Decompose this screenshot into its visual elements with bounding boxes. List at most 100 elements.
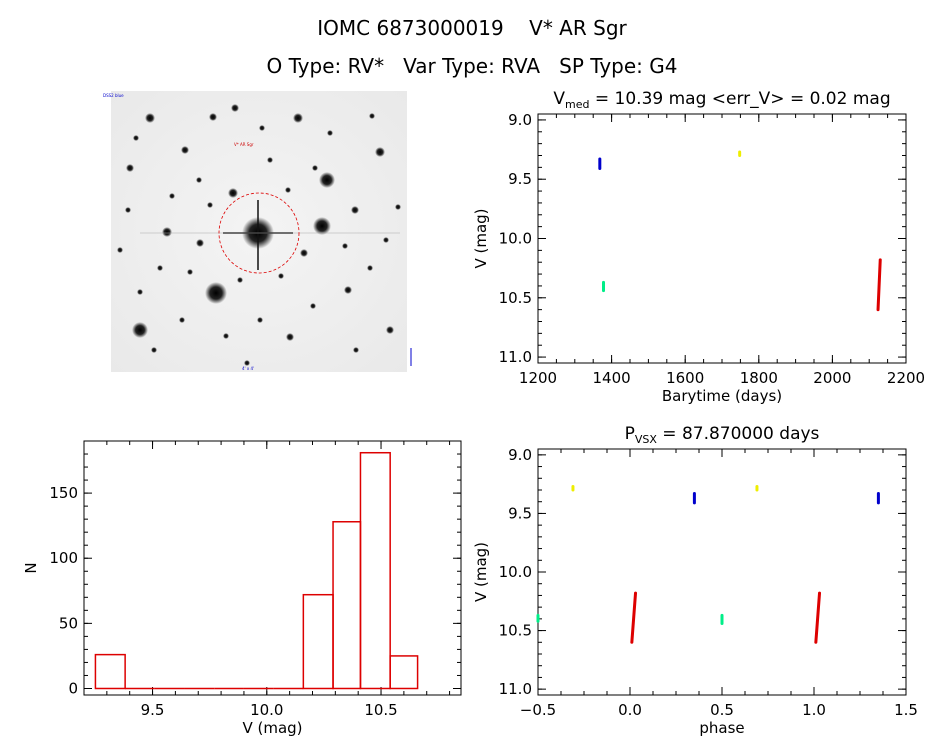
- x-tick-label: 1.5: [894, 701, 918, 719]
- histogram-bar: [94, 653, 126, 690]
- chart-title: Vmed = 10.39 mag <err_V> = 0.02 mag: [553, 89, 890, 111]
- histogram-bar: [332, 521, 362, 690]
- image-label-survey: DSS2 blue: [103, 93, 124, 98]
- x-tick-label: 0.0: [618, 701, 642, 719]
- star: [231, 104, 239, 112]
- data-point-red: [814, 591, 822, 644]
- star: [244, 360, 250, 366]
- y-axis-label: N: [22, 562, 40, 573]
- y-axis-label: V (mag): [472, 542, 490, 602]
- star: [205, 282, 227, 304]
- x-tick-label: 10.5: [364, 701, 397, 719]
- star: [209, 113, 217, 121]
- star: [162, 227, 172, 237]
- star: [157, 265, 163, 271]
- star: [125, 207, 131, 213]
- star: [237, 277, 243, 283]
- x-tick-label: 1200: [519, 369, 557, 387]
- star: [126, 164, 134, 172]
- star: [293, 113, 303, 123]
- star: [207, 202, 213, 208]
- star: [151, 347, 157, 353]
- star: [133, 135, 139, 141]
- star: [137, 289, 143, 295]
- x-tick-label: 1.0: [802, 701, 826, 719]
- image-label-target: V* AR Sgr: [234, 142, 254, 147]
- x-tick-label: 2200: [887, 369, 925, 387]
- plot-frame: [537, 448, 907, 696]
- x-tick-label: −0.5: [520, 701, 556, 719]
- star: [169, 193, 175, 199]
- histogram-bar: [359, 451, 391, 690]
- star: [300, 249, 308, 257]
- star: [179, 317, 185, 323]
- star: [132, 322, 148, 338]
- plot-frame: [537, 113, 907, 364]
- star: [386, 326, 394, 334]
- phased-chart: −0.5 0.0 0.5 1.0 1.5 9.0 9.5 10.0 10.5 11.0 phase V…: [472, 424, 918, 737]
- y-tick-label: 10.0: [499, 230, 532, 248]
- x-axis-label: V (mag): [242, 719, 302, 737]
- histogram-bar: [389, 655, 419, 690]
- page-title: IOMC 6873000019 V* AR Sgr: [317, 16, 627, 40]
- histogram-bar: [302, 593, 334, 690]
- star: [367, 265, 373, 271]
- y-tick-label: 10.5: [499, 289, 532, 307]
- histogram-chart: 9.5 10.0 10.5 0 50 100 150 V (mag) N: [22, 440, 462, 737]
- star: [342, 243, 348, 249]
- lightcurve-chart: 1200 1400 1600 1800 2000 2200 9.0 9.5 10.0 10.5 11…: [472, 89, 925, 405]
- x-tick-label: 1400: [593, 369, 631, 387]
- star: [196, 239, 204, 247]
- star: [353, 347, 359, 353]
- star: [267, 157, 273, 163]
- x-tick-label: 1800: [740, 369, 778, 387]
- x-tick-label: 0.5: [710, 701, 734, 719]
- star: [319, 172, 335, 188]
- x-axis-label: Barytime (days): [662, 387, 782, 405]
- star: [187, 269, 193, 275]
- star-field-image: DSS2 blue V* AR Sgr 4' x 4': [103, 91, 412, 372]
- y-axis-label: V (mag): [472, 208, 490, 268]
- y-tick-label: 9.0: [508, 111, 532, 129]
- y-tick-label: 11.0: [499, 348, 532, 366]
- stars: [117, 104, 401, 366]
- y-tick-label: 10.5: [499, 622, 532, 640]
- star: [196, 177, 202, 183]
- y-tick-label: 100: [49, 549, 78, 567]
- star: [145, 113, 155, 123]
- plot-frame: [83, 440, 462, 696]
- star: [259, 125, 265, 131]
- data-point-red: [630, 591, 638, 644]
- y-tick-label: 50: [59, 614, 78, 632]
- page-subtitle: O Type: RV* Var Type: RVA SP Type: G4: [266, 54, 678, 78]
- star: [344, 286, 352, 294]
- x-tick-label: 10.0: [250, 701, 283, 719]
- star: [375, 147, 385, 157]
- y-tick-label: 150: [49, 484, 78, 502]
- star: [327, 130, 333, 136]
- chart-title: PVSX = 87.870000 days: [625, 424, 820, 446]
- y-tick-label: 10.0: [499, 563, 532, 581]
- star: [181, 146, 189, 154]
- x-tick-label: 2000: [813, 369, 851, 387]
- x-tick-label: 9.5: [141, 701, 165, 719]
- star: [312, 165, 318, 171]
- y-tick-label: 9.5: [508, 504, 532, 522]
- x-axis-label: phase: [699, 719, 744, 737]
- y-tick-label: 9.0: [508, 446, 532, 464]
- star: [285, 187, 291, 193]
- star: [223, 333, 229, 339]
- star: [228, 188, 238, 198]
- star: [278, 273, 284, 279]
- star: [310, 303, 316, 309]
- star: [369, 113, 375, 119]
- star: [117, 247, 123, 253]
- x-tick-label: 1600: [666, 369, 704, 387]
- star: [313, 217, 331, 235]
- star: [286, 333, 294, 341]
- y-tick-label: 0: [68, 679, 78, 697]
- target-circle: [218, 192, 300, 274]
- data-point-red: [876, 258, 882, 312]
- star: [383, 237, 389, 243]
